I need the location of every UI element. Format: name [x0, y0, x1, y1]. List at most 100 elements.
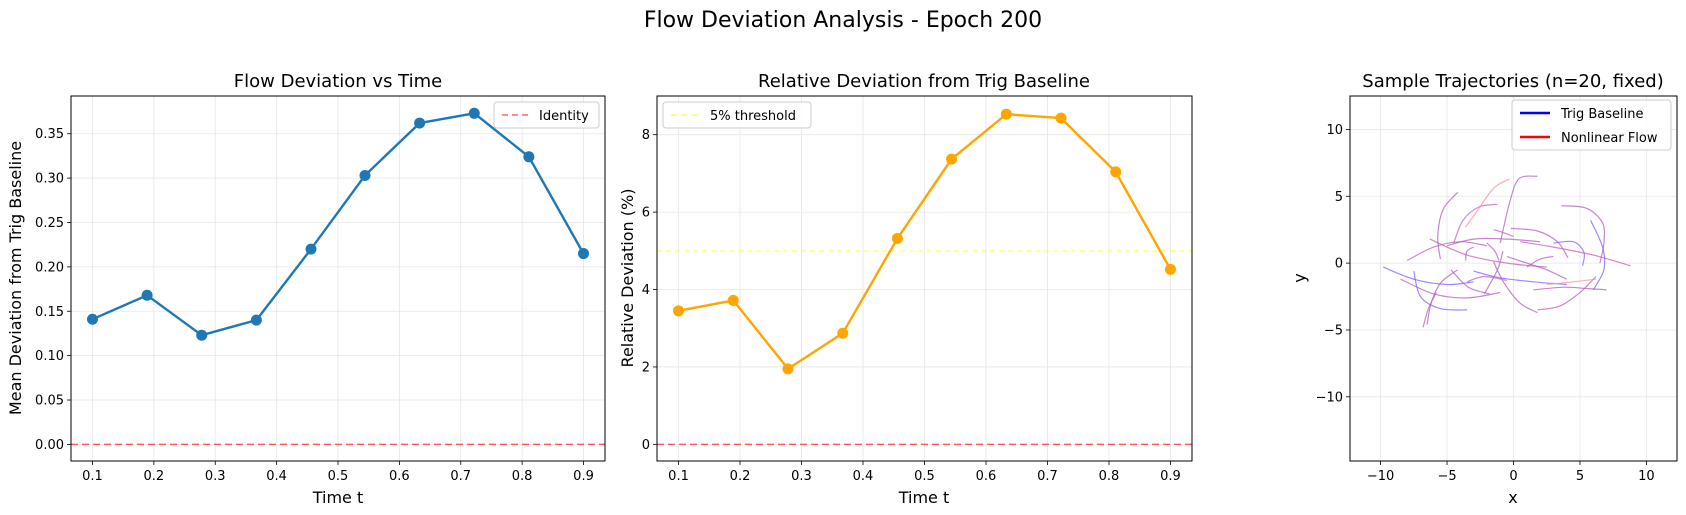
- panel-2-legend: 5% threshold: [662, 101, 812, 129]
- x-tick-label: 0.1: [668, 469, 689, 484]
- x-tick-label: 0.6: [976, 469, 997, 484]
- panel-1-x-label: Time t: [312, 488, 364, 507]
- trajectory: [1466, 275, 1508, 283]
- x-tick-label: 10: [1638, 469, 1655, 484]
- trajectory: [1520, 241, 1631, 267]
- panel-3-y-ticks: −10 −5 0 5 10: [1316, 123, 1350, 405]
- panel-1-series: [86, 107, 590, 341]
- panel-2-frame: [656, 95, 1193, 462]
- panel-2-grid: [657, 96, 1192, 461]
- y-tick-label: 2: [642, 360, 650, 375]
- panel-3-y-label: y: [1290, 273, 1309, 282]
- trajectory: [1546, 278, 1596, 286]
- x-tick-label: 0.4: [853, 469, 874, 484]
- panel-2-y-ticks: 0 2 4 6 8: [642, 128, 657, 453]
- panel-1-frame: [70, 95, 606, 462]
- y-tick-label: 4: [642, 283, 650, 298]
- x-tick-label: 0.5: [328, 469, 349, 484]
- legend-threshold-label: 5% threshold: [710, 109, 796, 124]
- panel-1-legend-box: [493, 101, 600, 129]
- y-tick-label: 0.10: [35, 349, 64, 364]
- data-point: [141, 289, 153, 301]
- trajectory: [1465, 178, 1510, 228]
- trajectory: [1537, 276, 1597, 311]
- trajectory: [1446, 237, 1541, 247]
- data-point: [727, 294, 739, 306]
- y-tick-label: 0.25: [35, 216, 64, 231]
- trajectory: [1450, 269, 1490, 295]
- data-point: [468, 107, 480, 119]
- panel-2-x-ticks: 0.1 0.2 0.3 0.4 0.5 0.6 0.7 0.8 0.9: [668, 461, 1181, 484]
- trajectory: [1510, 227, 1569, 259]
- panel-1-y-label: Mean Deviation from Trig Baseline: [6, 141, 25, 415]
- panel-1-y-ticks: 0.00 0.05 0.10 0.15 0.20 0.25 0.30 0.35: [35, 127, 71, 453]
- panel-1-legend: Identity: [493, 101, 600, 129]
- x-tick-label: 0: [1509, 469, 1517, 484]
- panel-3-trajectories: [1382, 175, 1631, 328]
- y-tick-label: 10: [1326, 123, 1343, 138]
- data-point: [414, 117, 426, 129]
- trajectory: [1499, 175, 1538, 244]
- x-tick-label: 0.7: [1037, 469, 1058, 484]
- trajectory: [1437, 191, 1459, 260]
- data-point: [837, 327, 849, 339]
- y-tick-label: −5: [1324, 323, 1343, 338]
- panel-3-title: Sample Trajectories (n=20, fixed): [1362, 71, 1663, 92]
- x-tick-label: 0.3: [791, 469, 812, 484]
- x-tick-label: 0.9: [1160, 469, 1181, 484]
- x-tick-label: 0.7: [450, 469, 471, 484]
- y-tick-label: 0.30: [35, 172, 64, 187]
- series-line: [678, 112, 1172, 371]
- y-tick-label: 6: [642, 206, 650, 221]
- y-tick-label: 0.00: [35, 438, 64, 453]
- trajectory: [1400, 278, 1501, 299]
- trajectory: [1465, 246, 1474, 261]
- x-tick-label: 0.2: [730, 469, 751, 484]
- data-point: [196, 329, 208, 341]
- x-tick-label: 0.3: [205, 469, 226, 484]
- panel-2-y-label: Relative Deviation (%): [618, 189, 637, 368]
- x-tick-label: 0.8: [512, 469, 533, 484]
- y-tick-label: 0.05: [35, 394, 64, 409]
- panel-1-title: Flow Deviation vs Time: [234, 71, 442, 92]
- y-tick-label: −10: [1316, 390, 1343, 405]
- panel-sample-trajectories: Sample Trajectories (n=20, fixed) −10 −5 0…: [1290, 71, 1678, 507]
- x-tick-label: 0.5: [914, 469, 935, 484]
- x-tick-label: −5: [1437, 469, 1456, 484]
- trajectory: [1382, 266, 1474, 286]
- panel-2-x-label: Time t: [898, 488, 950, 507]
- trajectory: [1483, 250, 1504, 295]
- panel-3-legend: Trig Baseline Nonlinear Flow: [1511, 99, 1672, 151]
- trajectory: [1533, 286, 1607, 291]
- y-tick-label: 0.20: [35, 260, 64, 275]
- x-tick-label: 0.6: [389, 469, 410, 484]
- x-tick-label: 0.2: [144, 469, 165, 484]
- y-tick-label: 0: [642, 438, 650, 453]
- data-point: [782, 363, 794, 375]
- trajectory: [1506, 255, 1567, 280]
- panel-2-reference-lines: [657, 250, 1192, 446]
- trajectory: [1553, 240, 1586, 266]
- panel-2-series: [673, 108, 1176, 375]
- panel-2-title: Relative Deviation from Trig Baseline: [758, 71, 1090, 92]
- y-tick-label: 0.35: [35, 127, 64, 142]
- trajectory: [1406, 241, 1487, 262]
- trajectory: [1493, 261, 1538, 314]
- panel-3-legend-box: [1511, 99, 1672, 151]
- data-point: [1164, 263, 1176, 275]
- series-line: [92, 112, 585, 337]
- data-point: [1110, 166, 1122, 178]
- legend-nonlinear-flow-label: Nonlinear Flow: [1561, 131, 1658, 146]
- x-tick-label: −10: [1367, 469, 1394, 484]
- trajectory: [1590, 220, 1606, 291]
- trajectory: [1526, 255, 1554, 268]
- panel-relative-deviation: Relative Deviation from Trig Baseline 0.…: [618, 71, 1193, 507]
- legend-identity-label: Identity: [539, 109, 589, 124]
- x-tick-label: 0.4: [266, 469, 287, 484]
- data-point: [523, 151, 535, 163]
- y-tick-label: 8: [642, 128, 650, 143]
- y-tick-label: 5: [1335, 190, 1343, 205]
- trajectory: [1422, 292, 1437, 328]
- x-tick-label: 0.8: [1099, 469, 1120, 484]
